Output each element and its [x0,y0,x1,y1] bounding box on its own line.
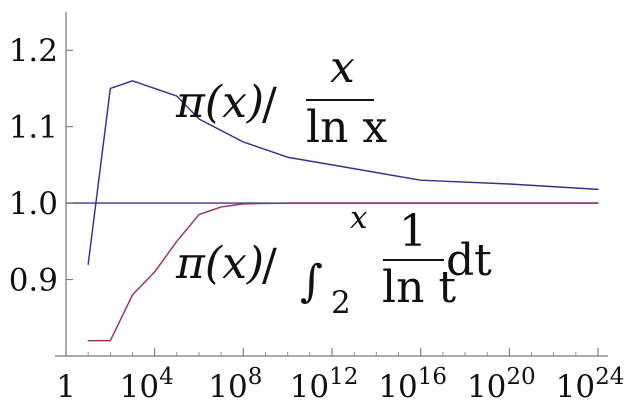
x-tick-label-2: 108 [208,364,262,405]
lower-formula-lower-limit: 2 [331,285,351,321]
series-line-pi_over_x_over_ln_x [87,80,599,265]
y-tick-label-1: 1.0 [9,186,58,222]
x-tick-label-6: 1024 [556,364,625,405]
tick-layer: 0.9 1.0 1.1 1.2 1 104 108 1012 1016 1020 1024 [9,33,625,405]
y-tick-label-3: 1.2 [9,33,58,69]
lower-formula-integral-sign: ∫ [300,256,323,307]
lower-formula-numerator: 1 [399,206,427,257]
lower-formula-denominator: ln t [382,262,456,313]
upper-formula-slash: / [262,79,277,130]
x-tick-label-5: 1020 [467,364,536,405]
upper-formula-lhs: π(x) [175,77,264,128]
lower-formula-upper-limit: x [350,200,368,236]
lower-formula-lhs: π(x) [175,238,264,289]
x-tick-label-1: 104 [120,364,174,405]
upper-formula-denominator: ln x [306,102,387,153]
x-tick-label-3: 1012 [290,364,359,405]
lower-formula-annotation: π(x) / ∫ x 2 1 ln t dt [175,200,492,321]
series-line-pi_over_li [87,202,599,342]
y-tick-label-2: 1.1 [9,110,58,146]
x-tick-label-4: 1016 [378,364,447,405]
lower-formula-differential: dt [446,235,492,286]
series-layer [87,80,599,342]
lower-formula-slash: / [262,240,277,291]
upper-formula-numerator: x [330,42,355,93]
y-tick-label-0: 0.9 [9,263,58,299]
x-tick-label-0: 1 [56,369,76,405]
upper-formula-annotation: π(x) / x ln x [175,42,387,153]
